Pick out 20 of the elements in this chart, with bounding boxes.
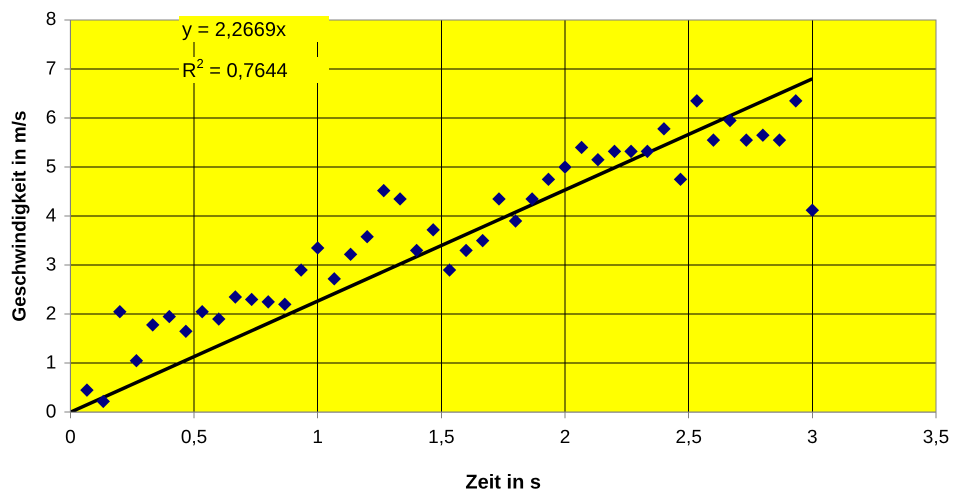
- y-tick-label: 2: [46, 303, 56, 324]
- y-tick-label: 3: [46, 254, 56, 276]
- y-tick-label: 8: [46, 9, 56, 30]
- y-axis-title: Geschwindigkeit in m/s: [10, 110, 31, 322]
- y-tick-label: 0: [46, 401, 56, 422]
- x-tick-label: 3: [807, 426, 818, 448]
- y-tick-label: 6: [46, 107, 56, 128]
- y-tick-label: 1: [46, 352, 56, 374]
- x-tick-label: 1,5: [428, 426, 455, 448]
- x-axis-title: Zeit in s: [465, 472, 541, 494]
- x-tick-label: 0,5: [180, 426, 208, 448]
- x-tick-label: 2: [560, 426, 570, 448]
- x-tick-label: 1: [312, 426, 323, 448]
- y-tick-label: 4: [46, 205, 57, 226]
- annotation: y = 2,2669x: [182, 19, 286, 41]
- x-tick-label: 3,5: [922, 426, 950, 448]
- x-tick-label: 0: [65, 426, 76, 448]
- y-tick-label: 7: [46, 58, 56, 80]
- x-tick-label: 2,5: [675, 426, 702, 448]
- y-tick-label: 5: [46, 156, 56, 178]
